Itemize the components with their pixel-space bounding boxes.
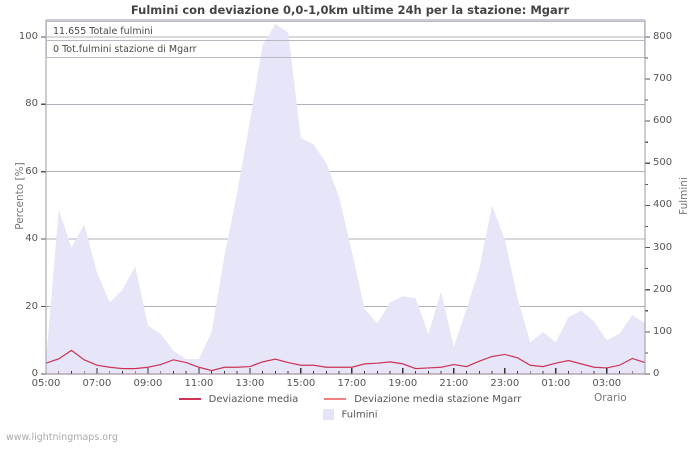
y-axis-left-tick: 80 <box>25 98 38 110</box>
x-axis-tick: 13:00 <box>235 378 265 389</box>
y-axis-left-tick: 0 <box>31 368 38 379</box>
x-axis-tick: 05:00 <box>31 378 61 389</box>
plot-frame <box>45 19 646 375</box>
x-axis-tick: 23:00 <box>490 378 520 389</box>
x-axis-title: Orario <box>594 392 627 404</box>
legend-line-swatch <box>178 397 201 400</box>
legend-row-primary: Deviazione media Deviazione media stazion… <box>0 394 700 406</box>
y-axis-right-tick: 500 <box>653 157 673 169</box>
x-axis-tick: 03:00 <box>592 378 622 389</box>
x-axis-tick: 17:00 <box>337 378 367 389</box>
y-axis-right-tick: 100 <box>653 325 673 337</box>
y-axis-right-tick: 300 <box>653 241 673 253</box>
x-axis-tick: 21:00 <box>439 378 469 389</box>
legend-row-secondary: Fulmini <box>0 409 700 421</box>
footer-attribution: www.lightningmaps.org <box>6 432 118 443</box>
y-axis-right-tick: 400 <box>653 199 673 211</box>
x-axis-tick: 01:00 <box>541 378 571 389</box>
legend-label: Deviazione media <box>208 394 299 405</box>
y-axis-right-tick: 800 <box>653 30 673 42</box>
legend-item[interactable]: Deviazione media <box>178 394 299 406</box>
x-axis-tick: 15:00 <box>286 378 316 389</box>
deviazione-media-line-series <box>45 349 646 372</box>
legend-area-swatch <box>322 409 334 420</box>
legend-label: Fulmini <box>341 409 378 421</box>
x-axis-tick: 19:00 <box>388 378 418 389</box>
y-axis-left-title: Percento [%] <box>14 162 26 230</box>
y-axis-right-tick: 200 <box>653 283 673 295</box>
legend-item[interactable]: Fulmini <box>322 409 378 421</box>
chart-title: Fulmini con deviazione 0,0-1,0km ultime … <box>130 3 570 17</box>
y-axis-left-tick: 100 <box>18 30 38 42</box>
y-axis-left-tick: 20 <box>25 300 38 312</box>
x-axis-tick: 11:00 <box>184 378 214 389</box>
legend-line-swatch <box>324 397 347 400</box>
x-axis-tick: 09:00 <box>133 378 163 389</box>
x-axis-tick: 07:00 <box>82 378 112 389</box>
y-axis-right-tick: 700 <box>653 73 673 84</box>
fulmini-area-series <box>46 24 645 375</box>
legend-label: Deviazione media stazione Mgarr <box>354 394 522 405</box>
y-axis-left-tick: 60 <box>25 165 38 177</box>
chart-legend: Deviazione media Deviazione media stazion… <box>0 394 700 428</box>
y-axis-right-tick: 600 <box>653 115 673 127</box>
y-axis-right-tick: 0 <box>653 368 660 379</box>
legend-item[interactable]: Deviazione media stazione Mgarr <box>324 394 521 406</box>
y-axis-left-tick: 40 <box>25 233 38 245</box>
